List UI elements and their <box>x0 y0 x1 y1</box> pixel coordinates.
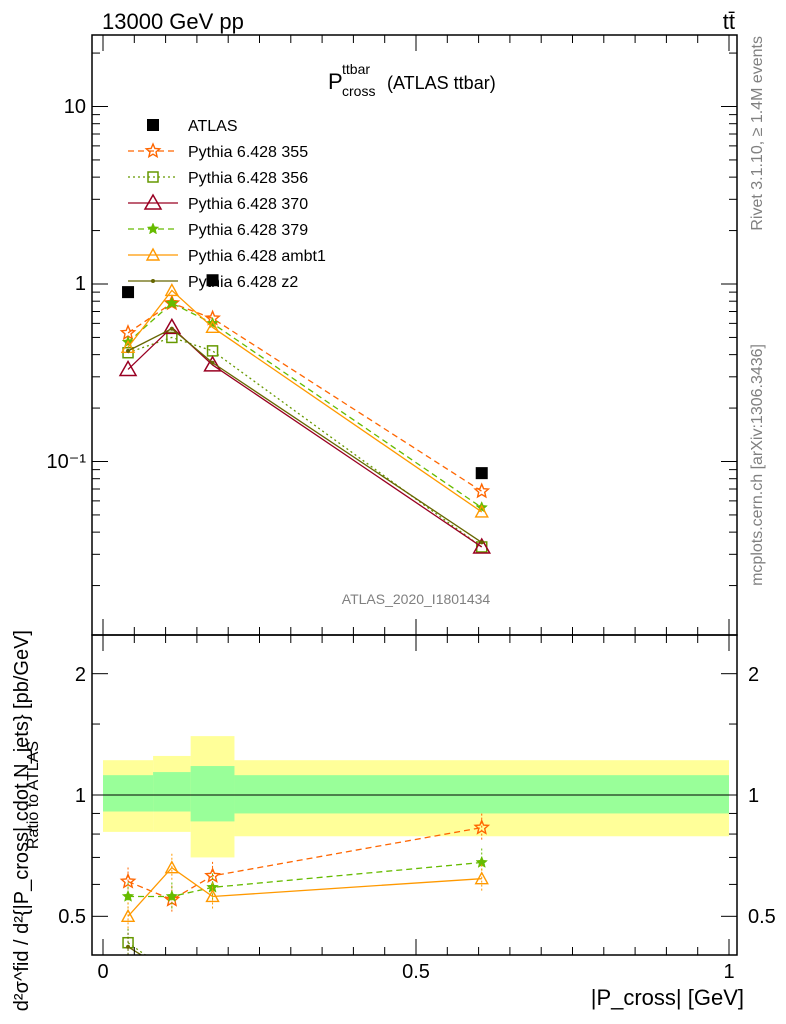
ratio-point <box>205 889 220 903</box>
series-line <box>127 326 483 548</box>
ratio-point <box>126 944 131 949</box>
y-tick-label-ratio-right: 2 <box>748 664 759 686</box>
data-point <box>164 282 180 297</box>
data-point <box>169 326 174 331</box>
ratio-band-inner <box>190 766 235 822</box>
ratio-point <box>208 974 218 984</box>
legend-label: Pythia 6.428 355 <box>188 144 308 161</box>
legend-marker <box>144 142 162 159</box>
data-point <box>475 467 488 480</box>
plot-title-sup: ttbar <box>342 61 370 77</box>
y-tick-label-main: 10⁻¹ <box>47 451 87 473</box>
legend-marker <box>151 279 155 283</box>
data-point <box>205 319 220 334</box>
legend-label: Pythia 6.428 ambt1 <box>188 248 326 265</box>
data-point <box>206 274 219 287</box>
ratio-point <box>120 966 136 980</box>
y-axis-label-ratio: Ratio to ATLAS <box>25 741 42 849</box>
series-line <box>127 289 483 513</box>
ratio-band-inner <box>153 772 191 812</box>
data-point <box>163 294 181 311</box>
data-point <box>206 345 219 357</box>
mcplots-credit: mcplots.cern.ch [arXiv:1306.3436] <box>749 344 766 586</box>
ratio-series-line <box>127 946 143 955</box>
analysis-watermark: ATLAS_2020_I1801434 <box>342 591 491 607</box>
plot-title-sub: cross <box>342 83 375 99</box>
data-point <box>118 359 138 377</box>
energy-label: 13000 GeV pp <box>102 9 244 34</box>
data-point <box>473 482 491 499</box>
series-line <box>127 302 483 492</box>
legend-marker <box>146 222 160 235</box>
y-tick-label-ratio: 2 <box>75 664 86 686</box>
legend-marker <box>147 119 159 131</box>
x-tick-label: 1 <box>723 961 734 983</box>
data-point <box>126 348 131 353</box>
ratio-bands <box>103 736 729 858</box>
axis-ticks <box>92 35 737 955</box>
y-axis-label-main: d²σ^fid / d²{|P_cross| cdot N_jets} [pb/… <box>11 630 33 1011</box>
ratio-band-inner <box>103 775 154 812</box>
y-tick-label-ratio-right: 1 <box>748 785 759 807</box>
ratio-series-line <box>128 974 172 979</box>
ratio-series-line <box>127 942 147 955</box>
data-point <box>479 540 484 545</box>
legend-marker <box>143 193 163 210</box>
data-point <box>203 355 222 372</box>
x-tick-label: 0.5 <box>402 961 430 983</box>
ratio-point <box>474 871 489 885</box>
ratio-point <box>165 889 179 902</box>
legend-marker <box>147 171 159 183</box>
y-tick-label-ratio-right: 0.5 <box>748 906 776 928</box>
legend-label: Pythia 6.428 356 <box>188 170 308 187</box>
x-axis-label: |P_cross| [GeV] <box>591 985 744 1010</box>
process-label: tt̄ <box>723 9 735 34</box>
ratio-point <box>121 889 135 902</box>
ratio-point <box>119 872 137 889</box>
legend-label: Pythia 6.428 z2 <box>188 274 298 291</box>
ratio-point <box>473 818 491 835</box>
plot-title-main: P <box>328 69 343 94</box>
y-tick-label-ratio: 0.5 <box>58 906 86 928</box>
data-point <box>474 504 489 518</box>
y-tick-label-main: 1 <box>75 273 86 295</box>
ratio-point <box>164 860 180 874</box>
legend-label: Pythia 6.428 379 <box>188 222 308 239</box>
ratio-point <box>120 908 136 923</box>
plot-title-rest: (ATLAS ttbar) <box>387 73 496 93</box>
series-line <box>127 302 483 509</box>
data-point <box>162 317 182 335</box>
data-point <box>122 286 135 299</box>
ratio-series-line <box>128 861 482 898</box>
ratio-point <box>164 971 180 985</box>
ratio-point <box>167 969 177 979</box>
data-point <box>165 296 179 309</box>
plot-title: P ttbar cross (ATLAS ttbar) <box>328 61 496 99</box>
ratio-series <box>119 813 491 985</box>
y-tick-label-ratio: 1 <box>75 785 86 807</box>
legend-label: ATLAS <box>188 118 238 135</box>
y-tick-label-main: 10 <box>64 96 86 118</box>
legend-marker <box>145 247 161 261</box>
legend-label: Pythia 6.428 370 <box>188 196 308 213</box>
data-point <box>166 331 178 344</box>
legend: ATLAS Pythia 6.428 355 Pythia 6.428 356 Pyt… <box>128 118 326 291</box>
rivet-version-note: Rivet 3.1.10, ≥ 1.4M events <box>749 36 766 231</box>
data-point <box>210 360 215 365</box>
x-tick-label: 0 <box>97 961 108 983</box>
ratio-point <box>170 972 174 976</box>
ratio-band-inner <box>234 775 729 814</box>
series-line <box>127 336 483 548</box>
ratio-series-line <box>127 866 482 917</box>
data-point <box>472 537 492 554</box>
main-series <box>118 274 492 554</box>
series-line <box>127 327 483 543</box>
ratio-series-line <box>127 826 482 901</box>
